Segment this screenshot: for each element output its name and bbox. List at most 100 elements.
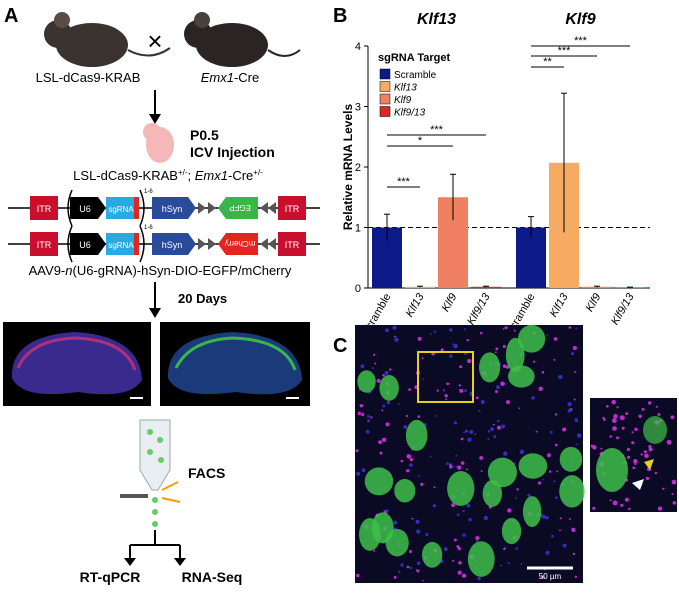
itr-box — [30, 196, 58, 220]
sgrna-box — [106, 197, 136, 219]
speckle — [468, 518, 472, 522]
u6-box — [70, 233, 106, 255]
cell — [379, 374, 399, 401]
speckle — [469, 430, 474, 435]
speckle — [466, 358, 472, 364]
u6-label: U6 — [79, 204, 91, 214]
speckle — [554, 413, 558, 416]
speckle — [430, 333, 432, 335]
arrowhead-marker — [644, 459, 654, 470]
reporter-box — [218, 197, 258, 219]
speckle — [519, 449, 525, 455]
bar — [471, 286, 501, 288]
speckle — [360, 364, 365, 369]
cell — [522, 496, 542, 528]
pup-icon — [143, 123, 174, 163]
sgrna-box — [106, 233, 136, 255]
speckle — [648, 445, 652, 449]
speckle — [381, 437, 387, 443]
speckle — [452, 343, 455, 346]
speckle — [409, 463, 413, 467]
speckle — [502, 328, 505, 330]
sup: +/- — [178, 168, 188, 177]
speckle — [483, 515, 489, 521]
genotype: LSL-dCas9-KRAB+/-; Emx1-Cre+/- — [73, 168, 263, 183]
speckle — [359, 403, 364, 408]
speckle — [501, 424, 506, 429]
speckle — [459, 388, 464, 393]
speckle — [370, 416, 373, 419]
speckle — [606, 405, 609, 408]
speckle — [416, 569, 420, 573]
speckle — [384, 370, 389, 375]
speckle — [542, 478, 544, 481]
speckle — [494, 351, 497, 354]
legend-swatch — [379, 106, 391, 117]
constructs: ITR ITR U6 sgRNA 1-6 hSyn EGFP ITR ITR U6 sgRNA 1-6… — [8, 189, 320, 263]
speckle — [374, 362, 377, 365]
speckle — [516, 488, 519, 491]
itr-label: ITR — [285, 204, 300, 214]
arrowhead-marker — [632, 479, 644, 490]
reporter-label: EGFP — [229, 203, 251, 212]
speckle — [440, 348, 444, 352]
speckle — [600, 447, 603, 450]
speckle — [572, 346, 577, 351]
speckle — [496, 385, 500, 390]
speckle — [406, 565, 410, 569]
readout: RNA-Seq — [182, 569, 243, 585]
x-tick-label: Klf9/13 — [465, 291, 493, 327]
speckle — [400, 563, 404, 567]
speckle — [462, 509, 465, 513]
y-axis-label: Relative mRNA Levels — [341, 104, 355, 231]
speckle — [446, 462, 449, 465]
legend-title: sgRNA Target — [378, 52, 450, 64]
legend-label: Klf13 — [394, 83, 417, 94]
hsyn-box — [152, 233, 196, 255]
speckle — [648, 447, 653, 452]
significance-label: * — [418, 135, 423, 147]
cell — [643, 416, 667, 444]
legend-label: Klf9/13 — [394, 108, 426, 119]
significance-label: *** — [574, 35, 588, 47]
speckle — [520, 562, 523, 565]
cell — [501, 517, 522, 545]
speckle — [356, 471, 361, 476]
speckle — [592, 506, 596, 510]
u6-box — [70, 197, 106, 219]
speckle — [487, 430, 491, 433]
speckle — [500, 381, 505, 387]
speckle — [367, 419, 371, 423]
facs-icon — [120, 419, 181, 527]
speckle — [576, 433, 582, 438]
scale-bar-label: 50 µm — [539, 572, 562, 581]
scaffold — [134, 233, 139, 255]
speckle — [378, 440, 383, 445]
reporter-label: mCherry — [225, 239, 256, 248]
itr-label: ITR — [37, 204, 52, 214]
sorting: FACS — [188, 465, 225, 481]
speckle — [457, 465, 462, 470]
speckle — [545, 516, 549, 520]
reporter-box — [218, 233, 258, 255]
group-title: Klf13 — [417, 11, 456, 28]
speckle — [494, 390, 498, 394]
y-tick-label: 4 — [355, 41, 361, 53]
speckle — [613, 414, 618, 419]
hsyn-label: hSyn — [162, 240, 183, 250]
lox-sites — [198, 202, 276, 214]
speckle — [457, 570, 462, 575]
repeat-label: 1-6 — [144, 189, 153, 195]
speckle — [449, 328, 453, 332]
speckle — [612, 500, 618, 506]
speckle — [416, 561, 421, 566]
speckle — [405, 414, 409, 418]
vector: AAV9-n(U6-gRNA)-hSyn-DIO-EGFP/mCherry — [29, 263, 292, 278]
speckle — [507, 561, 510, 565]
speckle — [417, 474, 420, 477]
speckle — [420, 482, 424, 486]
x-tick-label: Klf9 — [440, 292, 460, 314]
speckle — [624, 497, 629, 502]
significance-label: *** — [558, 45, 572, 57]
significance-label: *** — [397, 176, 411, 188]
